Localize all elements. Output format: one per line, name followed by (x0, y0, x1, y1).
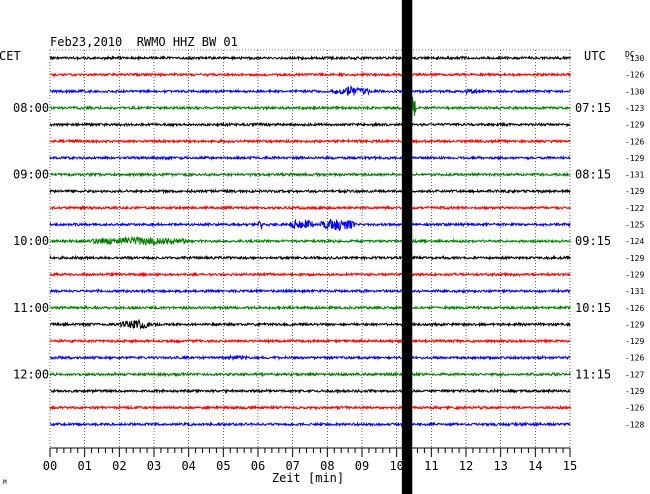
x-tick-label: 12 (459, 459, 473, 473)
x-tick-label: 13 (493, 459, 507, 473)
right-time-label: 11:15 (575, 367, 611, 381)
right-axis-label: UTC (584, 49, 606, 63)
left-axis-label: CET (0, 49, 21, 63)
right-time-label: 09:15 (575, 234, 611, 248)
dc-offset-value: -131 (625, 287, 644, 296)
x-tick-label: 01 (77, 459, 91, 473)
x-tick-label: 05 (216, 459, 230, 473)
dc-offset-value: -126 (625, 71, 644, 80)
dc-offset-value: -126 (625, 137, 644, 146)
dc-offset-value: -129 (625, 337, 644, 346)
dc-offset-value: -123 (625, 104, 644, 113)
x-tick-label: 09 (355, 459, 369, 473)
dc-offset-value: -129 (625, 154, 644, 163)
dc-offset-value: -125 (625, 221, 644, 230)
x-tick-label: 14 (528, 459, 542, 473)
x-axis-label: Zeit [min] (272, 471, 344, 485)
dc-offset-value: -129 (625, 121, 644, 130)
dc-offset-value: -129 (625, 320, 644, 329)
dc-offset-column: -130 -126 -130 -123 -129 -126 -129 -131 -129 -122… (625, 54, 644, 429)
chart-title: Feb23,2010 RWMO HHZ BW 01 (50, 35, 238, 49)
right-time-label: 10:15 (575, 301, 611, 315)
right-time-label: 07:15 (575, 101, 611, 115)
gap-band (402, 0, 412, 494)
dc-offset-value: -130 (625, 87, 644, 96)
x-tick-label: 15 (563, 459, 577, 473)
dc-offset-value: -126 (625, 354, 644, 363)
x-tick-label: 04 (181, 459, 195, 473)
x-tick-label: 11 (424, 459, 438, 473)
corner-mark: M (3, 479, 7, 486)
dc-offset-value: -129 (625, 270, 644, 279)
x-tick-label: 00 (43, 459, 57, 473)
right-time-label: 08:15 (575, 168, 611, 182)
dc-offset-value: -126 (625, 304, 644, 313)
dc-offset-value: -129 (625, 254, 644, 263)
left-time-label: 12:00 (13, 367, 49, 381)
dc-offset-value: -126 (625, 404, 644, 413)
dc-offset-value: -127 (625, 370, 644, 379)
dc-offset-value: -124 (625, 237, 644, 246)
left-time-label: 11:00 (13, 301, 49, 315)
dc-offset-value: -129 (625, 387, 644, 396)
x-tick-label: 06 (251, 459, 265, 473)
x-tick-label: 03 (147, 459, 161, 473)
x-tick-label: 02 (112, 459, 126, 473)
dc-offset-value: -128 (625, 420, 644, 429)
left-time-label: 08:00 (13, 101, 49, 115)
dc-offset-value: -129 (625, 187, 644, 196)
data-gap (402, 0, 412, 494)
left-time-label: 09:00 (13, 168, 49, 182)
dc-offset-value: -130 (625, 54, 644, 63)
dc-offset-value: -131 (625, 171, 644, 180)
x-tick-label: 10 (389, 459, 403, 473)
dc-offset-value: -122 (625, 204, 644, 213)
left-time-label: 10:00 (13, 234, 49, 248)
